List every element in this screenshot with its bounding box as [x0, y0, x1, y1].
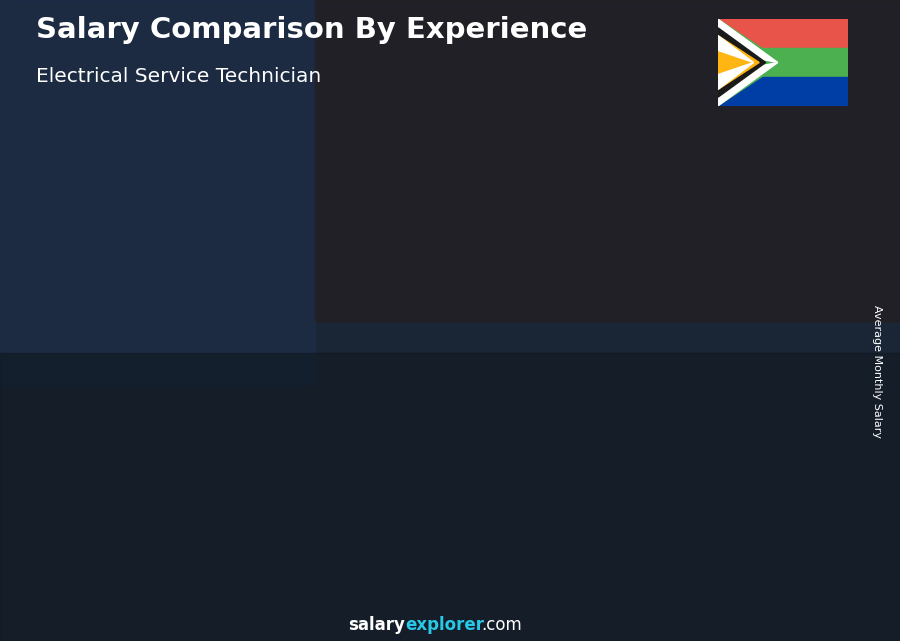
Polygon shape	[718, 62, 778, 106]
Polygon shape	[570, 280, 578, 564]
Text: 2 to 5: 2 to 5	[201, 588, 255, 606]
Text: 9,970 ZAR: 9,970 ZAR	[320, 333, 390, 345]
Bar	[315, 0, 900, 320]
Polygon shape	[314, 351, 390, 358]
Bar	[322, 351, 389, 564]
Polygon shape	[718, 19, 783, 106]
Text: +9%: +9%	[522, 212, 572, 231]
Polygon shape	[718, 36, 760, 89]
Text: 15 to 20: 15 to 20	[572, 588, 650, 606]
Polygon shape	[59, 456, 135, 460]
Text: 14,300 ZAR: 14,300 ZAR	[699, 240, 778, 253]
Text: 10 to 15: 10 to 15	[445, 588, 522, 606]
Text: .com: .com	[482, 616, 522, 634]
Circle shape	[0, 461, 900, 469]
Polygon shape	[718, 36, 753, 62]
Circle shape	[0, 272, 900, 294]
Polygon shape	[698, 258, 773, 268]
Circle shape	[0, 293, 900, 313]
Polygon shape	[59, 456, 67, 564]
Text: +8%: +8%	[650, 195, 699, 213]
Text: 12,200 ZAR: 12,200 ZAR	[444, 285, 522, 298]
Text: +22%: +22%	[388, 229, 451, 248]
Bar	[718, 19, 848, 48]
Circle shape	[0, 426, 900, 437]
Polygon shape	[698, 258, 706, 564]
Bar	[450, 303, 517, 564]
Text: 5,050 ZAR: 5,050 ZAR	[65, 438, 135, 451]
Bar	[67, 456, 133, 564]
Polygon shape	[186, 420, 263, 424]
Bar	[706, 258, 772, 564]
Polygon shape	[718, 28, 766, 97]
Circle shape	[0, 361, 900, 376]
Bar	[718, 77, 848, 106]
Text: +34%: +34%	[132, 360, 195, 379]
Bar	[0, 0, 315, 385]
Bar	[194, 420, 261, 564]
Text: 13,300 ZAR: 13,300 ZAR	[572, 262, 650, 274]
Polygon shape	[442, 303, 450, 564]
Bar	[578, 280, 644, 564]
Bar	[718, 48, 848, 77]
Circle shape	[0, 315, 900, 333]
Text: 5 to 10: 5 to 10	[322, 588, 388, 606]
Polygon shape	[186, 420, 194, 564]
Polygon shape	[570, 280, 645, 288]
Text: Electrical Service Technician: Electrical Service Technician	[36, 67, 321, 87]
Polygon shape	[314, 351, 322, 564]
Text: 6,750 ZAR: 6,750 ZAR	[193, 401, 263, 415]
Polygon shape	[442, 303, 518, 312]
Text: 20+ Years: 20+ Years	[691, 588, 786, 606]
Text: < 2 Years: < 2 Years	[56, 588, 144, 606]
Text: Average Monthly Salary: Average Monthly Salary	[872, 305, 883, 438]
Text: salary: salary	[348, 616, 405, 634]
Polygon shape	[718, 62, 753, 89]
Text: Salary Comparison By Experience: Salary Comparison By Experience	[36, 16, 587, 44]
Text: explorer: explorer	[405, 616, 484, 634]
Text: +48%: +48%	[260, 283, 323, 302]
Bar	[0, 353, 900, 641]
Polygon shape	[718, 19, 778, 62]
